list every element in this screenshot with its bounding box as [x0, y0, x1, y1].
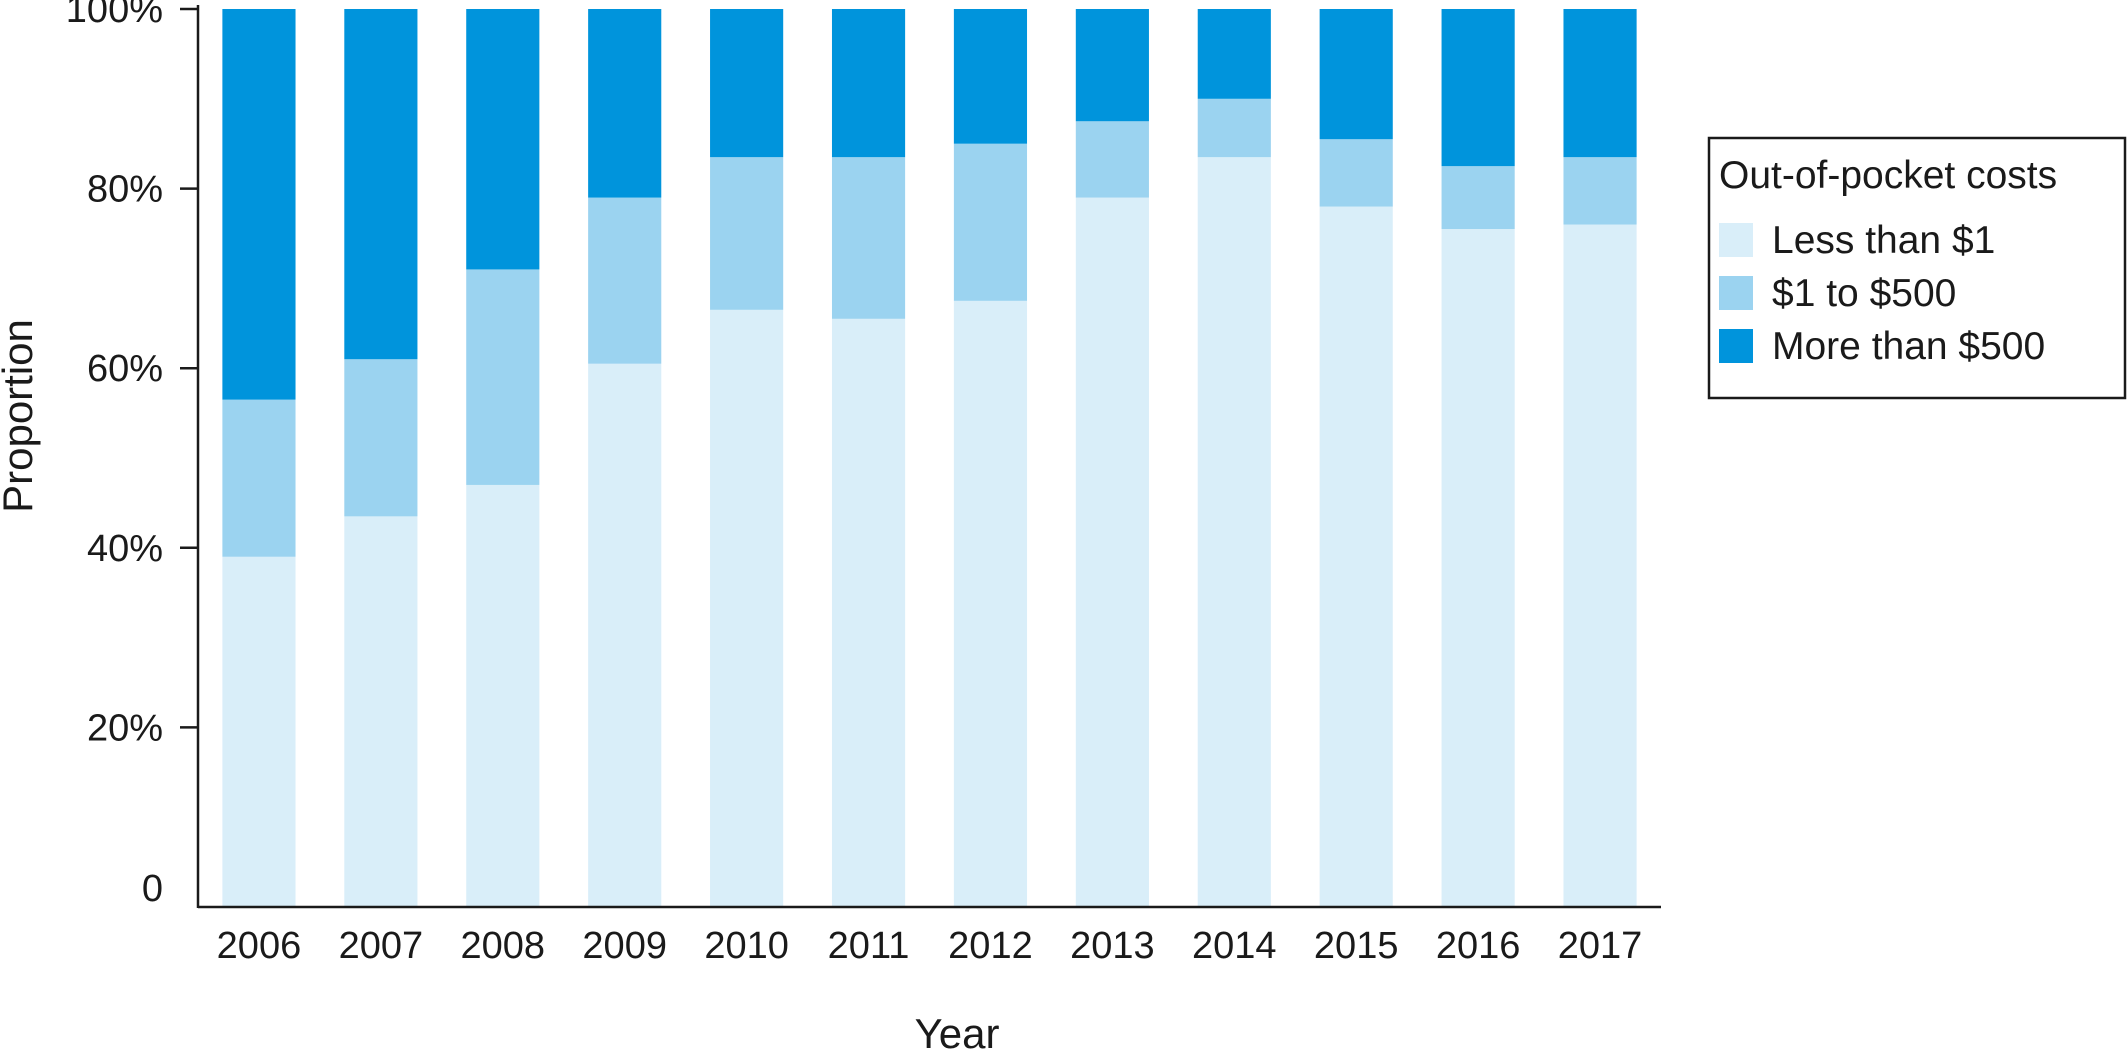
- bar-segment: [1441, 229, 1515, 907]
- bar-segment: [1563, 9, 1637, 158]
- bar-segment: [710, 9, 784, 158]
- bar-segment: [1197, 98, 1271, 158]
- y-tick-label: 60%: [87, 348, 163, 390]
- x-tick-label: 2010: [704, 925, 789, 967]
- y-tick-label: 20%: [87, 707, 163, 749]
- legend-swatch: [1719, 329, 1753, 363]
- bar-segment: [1441, 166, 1515, 230]
- x-tick-label: 2016: [1436, 925, 1521, 967]
- x-tick-label: 2008: [461, 925, 546, 967]
- bar-segment: [1075, 9, 1149, 122]
- x-tick-label: 2011: [828, 925, 910, 967]
- bar-segment: [831, 9, 906, 158]
- legend-swatch: [1719, 223, 1753, 257]
- bar-segment: [831, 157, 906, 319]
- bar-segment: [1563, 157, 1637, 225]
- bar-segment: [588, 363, 662, 908]
- y-tick-label: 80%: [87, 169, 163, 211]
- legend-swatch: [1719, 276, 1753, 310]
- x-tick-label: 2007: [339, 925, 424, 967]
- x-tick-label: 2015: [1314, 925, 1399, 967]
- x-tick-label: 2014: [1192, 925, 1277, 967]
- bar-segment: [710, 157, 784, 310]
- x-tick-label: 2013: [1070, 925, 1155, 967]
- x-tick-label: 2006: [217, 925, 302, 967]
- x-tick-label: 2017: [1558, 925, 1643, 967]
- bar-segment: [344, 359, 418, 517]
- legend-items: Less than $1 $1 to $500 More than $500: [1719, 219, 2045, 368]
- bar-segment: [466, 484, 540, 907]
- y-tick-label: 100%: [66, 0, 163, 31]
- bar-segment: [588, 9, 662, 198]
- bar-segment: [1319, 9, 1393, 140]
- y-tick-labels: 0 20% 40% 60% 80% 100%: [66, 0, 163, 910]
- legend-frame: [1707, 136, 2127, 400]
- bar-segment: [588, 197, 662, 364]
- bar-segment: [1319, 206, 1393, 907]
- bar-segment: [1197, 157, 1271, 908]
- bars-layer: [222, 9, 1637, 908]
- bar-segment: [1441, 9, 1515, 167]
- bar-segment: [1319, 139, 1393, 207]
- bar-segment: [466, 9, 540, 270]
- x-tick-label: 2009: [582, 925, 667, 967]
- bar-segment: [953, 9, 1028, 144]
- bar-segment: [953, 143, 1028, 301]
- x-axis-title: Year: [915, 1010, 1000, 1049]
- bar-segment: [831, 318, 906, 907]
- bar-segment: [1563, 224, 1637, 907]
- bar-segment: [466, 269, 540, 485]
- bar-segment: [344, 9, 418, 360]
- bar-segment: [344, 516, 418, 907]
- legend: Out-of-pocket costs Less than $1 $1 to $5…: [1707, 136, 2127, 400]
- bar-segment: [222, 556, 296, 907]
- y-axis-title: Proportion: [0, 319, 41, 513]
- axes-layer: [180, 5, 1661, 909]
- bar-segment: [222, 399, 296, 557]
- x-tick-label: 2012: [948, 925, 1033, 967]
- bar-segment: [1197, 9, 1271, 99]
- bar-segment: [222, 9, 296, 400]
- bar-segment: [1075, 197, 1149, 907]
- bar-segment: [710, 309, 784, 908]
- x-tick-labels: 2006 2007 2008 2009 2010 2011 2012 2013 2014 2015…: [217, 925, 1643, 967]
- legend-label: More than $500: [1772, 325, 2045, 368]
- legend-label: Less than $1: [1772, 219, 1995, 262]
- legend-title: Out-of-pocket costs: [1719, 154, 2057, 197]
- y-tick-label: 40%: [87, 528, 163, 570]
- bar-segment: [1075, 121, 1149, 198]
- y-tick-label: 0: [142, 868, 163, 910]
- legend-label: $1 to $500: [1772, 272, 1956, 315]
- bar-segment: [953, 300, 1028, 908]
